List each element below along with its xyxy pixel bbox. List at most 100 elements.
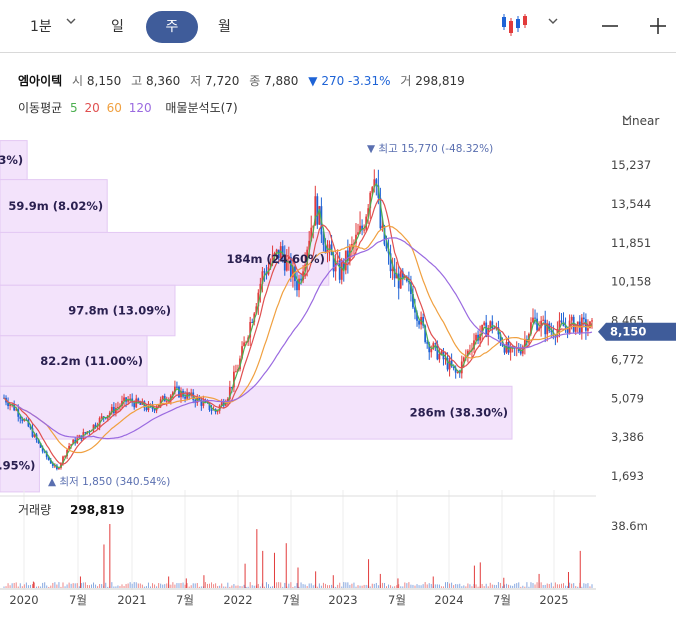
candle-body <box>112 406 115 413</box>
candle-body <box>58 468 60 470</box>
candle-body <box>115 407 117 413</box>
candle-body <box>308 240 311 250</box>
candle-body <box>393 268 396 279</box>
candle-body <box>491 321 494 329</box>
time-tick-label: 7월 <box>388 593 406 607</box>
candle-body <box>346 250 349 262</box>
period-month-tab[interactable]: 월 <box>218 12 231 42</box>
candle-body <box>399 271 402 289</box>
candle-body <box>385 244 388 249</box>
high-label: 고 <box>131 74 143 88</box>
candle-body <box>365 216 368 230</box>
ma-120-legend: 120 <box>128 101 152 115</box>
candle-body <box>292 266 294 278</box>
price-tick-label: 15,237 <box>611 158 651 172</box>
candle-body <box>127 399 130 402</box>
candle-body <box>475 334 477 341</box>
candle-body <box>383 225 386 245</box>
candle-body <box>493 328 496 330</box>
candle-body <box>336 260 339 262</box>
candle-body <box>371 187 374 193</box>
volume-profile-bar <box>0 179 108 233</box>
price-tick-label: 5,079 <box>611 391 644 405</box>
candle-body <box>466 350 469 356</box>
indicator-legend[interactable]: 이동평균 5 20 60 120 매물분석도(7) <box>18 99 238 116</box>
candle-body <box>414 307 416 313</box>
volume-profile-label: 97.8m (13.09%) <box>68 304 171 318</box>
candle-body <box>235 371 237 373</box>
candle-body <box>564 326 567 328</box>
candle-body <box>228 386 231 399</box>
candle-body <box>444 357 447 360</box>
candle-body <box>94 424 97 427</box>
zoom-in-icon[interactable] <box>640 8 676 44</box>
candle-body <box>300 278 302 281</box>
zoom-out-icon[interactable] <box>592 8 628 44</box>
volume-axis-label: 38.6m <box>611 519 648 533</box>
min-price-annotation: ▲ 최저 1,850 (340.54%) <box>48 476 170 488</box>
candle-body <box>481 324 484 335</box>
candle-body <box>47 457 50 460</box>
close-value: 7,880 <box>264 74 299 88</box>
scale-selector[interactable]: Linear <box>622 114 667 128</box>
candle-body <box>43 451 46 453</box>
candle-body <box>261 271 264 284</box>
candle-body <box>389 253 392 272</box>
volume-profile-label: 184m (24.60%) <box>226 252 324 266</box>
volume-label: 거 <box>400 74 412 88</box>
candle-body <box>263 271 266 273</box>
candle-body <box>210 409 213 411</box>
candle-body <box>536 318 538 331</box>
price-tick-label: 3,386 <box>611 430 644 444</box>
candle-body <box>275 249 278 254</box>
candle-body <box>176 386 178 388</box>
period-day-tab[interactable]: 일 <box>111 12 124 42</box>
period-week-tab[interactable]: 주 <box>146 11 198 43</box>
candle-body <box>145 407 148 411</box>
candle-body <box>542 319 545 321</box>
candle-body <box>582 317 585 320</box>
candle-body <box>519 351 522 354</box>
time-tick-label: 2022 <box>223 593 252 607</box>
candle-body <box>171 392 174 396</box>
price-tick-label: 6,772 <box>611 352 644 366</box>
candle-body <box>62 456 64 464</box>
candle-body <box>485 322 488 337</box>
period-day-label: 일 <box>111 19 124 35</box>
volume-profile-label: 82.2m (11.00%) <box>40 354 143 368</box>
candle-body <box>151 405 154 409</box>
time-tick-label: 7월 <box>69 593 87 607</box>
candle-body <box>509 346 512 353</box>
volume-profile-bar <box>0 335 148 387</box>
candle-body <box>477 334 479 341</box>
candlestick-chart-icon[interactable] <box>497 8 533 44</box>
open-label: 시 <box>72 74 84 88</box>
candle-body <box>304 264 307 272</box>
candle-body <box>174 386 176 393</box>
candle-body <box>534 317 536 319</box>
period-1min-dropdown[interactable]: 1분 <box>30 12 52 42</box>
candle-body <box>418 320 420 325</box>
volume-value: 298,819 <box>415 74 465 88</box>
candle-body <box>139 402 142 405</box>
candle-body <box>51 463 54 466</box>
candle-body <box>328 244 331 250</box>
candle-body <box>165 400 168 402</box>
candle-body <box>98 418 101 427</box>
candle-body <box>314 196 317 226</box>
candle-body <box>438 354 441 360</box>
candle-body <box>473 340 475 350</box>
candle-body <box>287 256 290 259</box>
candle-body <box>245 341 248 343</box>
volume-profile-label: 15.2m (2.03%) <box>0 153 23 167</box>
candle-body <box>379 197 382 229</box>
volume-profile-label: 매물분석도(7) <box>165 101 238 115</box>
period-month-label: 월 <box>218 19 231 35</box>
candle-body <box>68 445 71 450</box>
ma-label: 이동평균 <box>18 101 63 115</box>
candle-body <box>281 246 284 256</box>
candle-body <box>503 345 506 353</box>
scale-label: Linear <box>622 114 660 128</box>
candle-body <box>27 419 30 427</box>
